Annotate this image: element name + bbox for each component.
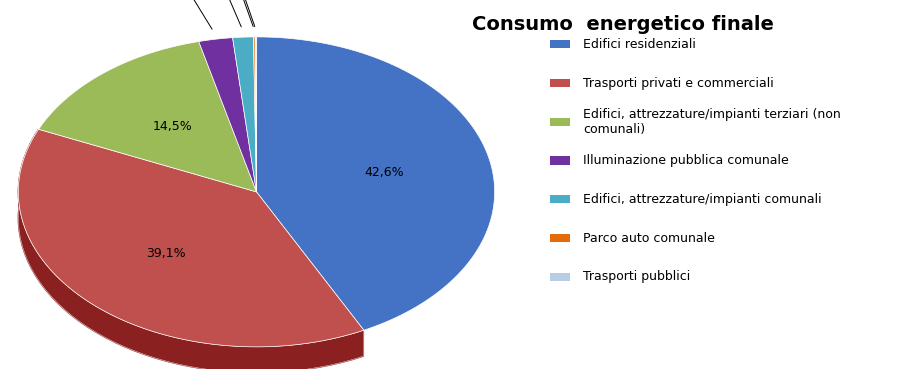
FancyBboxPatch shape	[550, 156, 570, 165]
FancyBboxPatch shape	[550, 40, 570, 48]
Text: Edifici, attrezzature/impianti terziari (non
comunali): Edifici, attrezzature/impianti terziari …	[583, 108, 841, 136]
Text: 0,1%: 0,1%	[222, 0, 254, 27]
Text: Trasporti pubblici: Trasporti pubblici	[583, 270, 691, 283]
Text: 14,5%: 14,5%	[152, 120, 192, 133]
Polygon shape	[233, 37, 256, 192]
Text: 1,4%: 1,4%	[207, 0, 241, 27]
Text: Trasporti privati e commerciali: Trasporti privati e commerciali	[583, 76, 774, 90]
Polygon shape	[254, 37, 256, 192]
Text: 0,1%: 0,1%	[224, 0, 256, 27]
Text: 39,1%: 39,1%	[147, 247, 186, 260]
Text: Consumo  energetico finale: Consumo energetico finale	[472, 15, 774, 34]
Text: Parco auto comunale: Parco auto comunale	[583, 231, 715, 245]
FancyBboxPatch shape	[550, 273, 570, 281]
FancyBboxPatch shape	[550, 195, 570, 203]
Text: Edifici residenziali: Edifici residenziali	[583, 38, 696, 51]
Polygon shape	[18, 129, 364, 347]
Polygon shape	[256, 37, 495, 330]
Text: Illuminazione pubblica comunale: Illuminazione pubblica comunale	[583, 154, 790, 167]
Polygon shape	[255, 37, 256, 192]
FancyBboxPatch shape	[550, 234, 570, 242]
Polygon shape	[199, 38, 256, 192]
Polygon shape	[38, 42, 256, 192]
Polygon shape	[18, 129, 364, 369]
FancyBboxPatch shape	[550, 79, 570, 87]
Text: 2,3%: 2,3%	[169, 0, 213, 29]
Text: 42,6%: 42,6%	[364, 166, 404, 179]
FancyBboxPatch shape	[550, 118, 570, 126]
Text: Edifici, attrezzature/impianti comunali: Edifici, attrezzature/impianti comunali	[583, 193, 823, 206]
